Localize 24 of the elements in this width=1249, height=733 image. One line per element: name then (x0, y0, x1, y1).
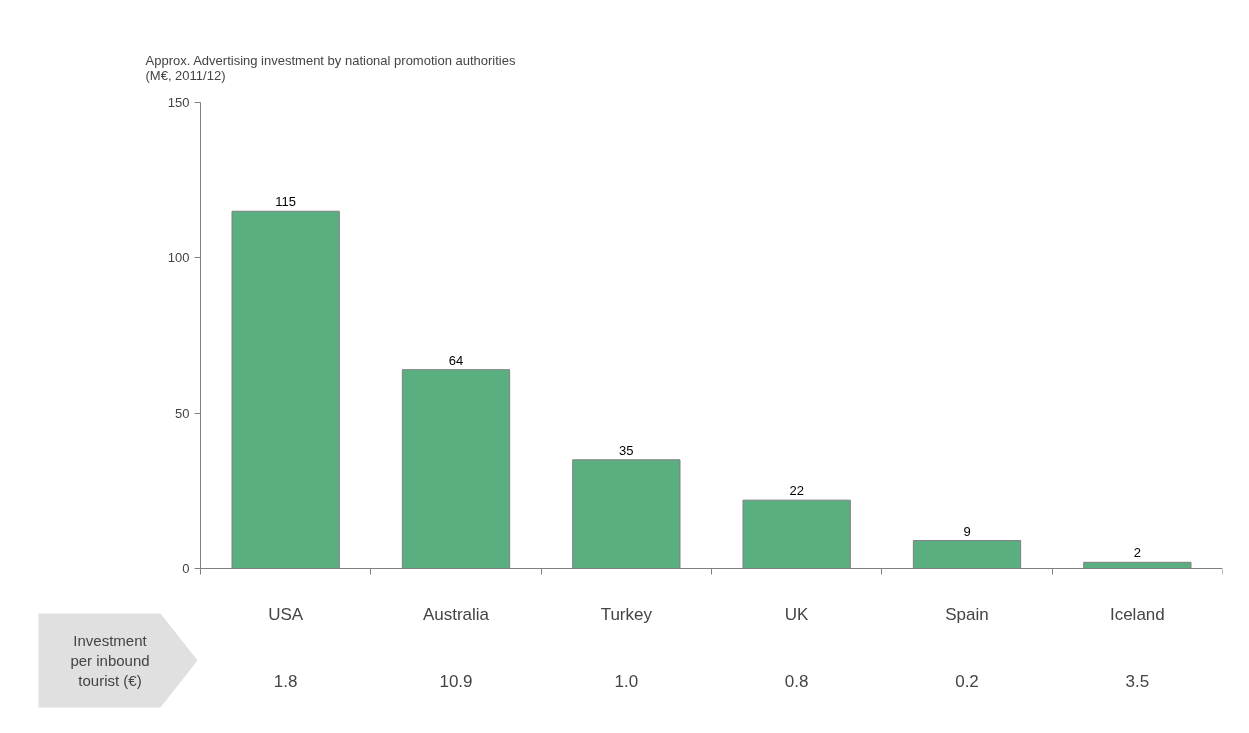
text: 3.5 (1125, 671, 1150, 691)
x-tick-label: USA (268, 604, 304, 624)
y-tick-label: 50 (175, 405, 190, 421)
x-tick-label: Turkey (600, 604, 653, 624)
data-label: 115 (275, 194, 297, 210)
y-tick-label: 150 (167, 95, 190, 110)
text: Investment per inbound tourist (€) (70, 631, 150, 690)
x-tick-label: Australia (422, 604, 490, 624)
data-label: 2 (1133, 545, 1141, 561)
x-tick-label: UK (784, 604, 810, 624)
text: 1.8 (273, 671, 298, 691)
x-tick-label: Iceland (1109, 604, 1165, 624)
text: 0.8 (784, 671, 809, 691)
x-tick-label: Spain (945, 604, 989, 624)
text: 0.2 (955, 671, 979, 691)
data-label: 35 (619, 442, 634, 458)
chart-title: Approx. Advertising investment by national promotion authorities (M€, 2011/12) (145, 52, 516, 83)
data-label: 9 (963, 523, 971, 539)
data-label: 22 (789, 483, 804, 499)
y-tick-label: 100 (167, 250, 190, 266)
data-label: 64 (448, 352, 464, 368)
text: 1.0 (614, 671, 639, 691)
text: 10.9 (439, 671, 473, 691)
y-tick-label: 0 (182, 561, 190, 576)
